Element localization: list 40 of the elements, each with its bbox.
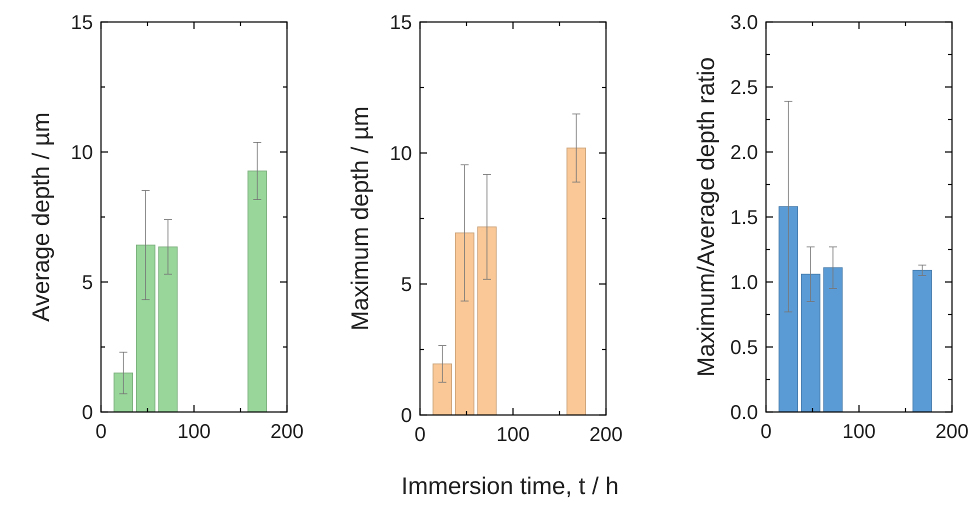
bar [566,148,586,416]
bar [912,270,932,412]
bar [432,364,452,416]
y-tick-label: 5 [82,272,93,294]
x-tick-label: 0 [95,421,107,443]
bar [477,226,497,416]
y-tick-label: 15 [390,12,412,34]
bar [158,246,178,412]
y-tick-label: 5 [400,274,412,296]
y-tick-label: 1.0 [730,272,758,294]
y-tick-label: 0 [400,405,412,427]
x-axis-title: Immersion time, t / h [401,473,619,500]
y-tick-label: 15 [70,12,93,34]
bar [800,274,820,412]
bar [778,206,798,412]
bar [114,372,134,412]
y-tick-label: 2.5 [730,77,758,99]
x-tick-label: 0 [760,421,772,443]
y-tick-label: 2.0 [730,142,758,164]
y-tick-label: 0.0 [730,402,758,424]
y-tick-label: 10 [390,143,412,165]
bar [823,267,843,412]
y-axis-title: Average depth / µm [28,112,55,322]
x-tick-label: 200 [935,421,969,443]
x-tick-label: 100 [842,421,876,443]
x-tick-label: 100 [496,424,530,446]
bar [248,170,267,412]
x-tick-label: 200 [270,421,304,443]
y-tick-label: 0.5 [730,337,758,359]
x-tick-label: 0 [414,424,426,446]
y-tick-label: 10 [70,142,93,164]
y-axis-title: Maximum/Average depth ratio [693,57,720,377]
y-axis-title: Maximum depth / µm [347,106,374,331]
y-tick-label: 1.5 [730,207,758,229]
x-tick-label: 200 [589,424,623,446]
y-tick-label: 0 [82,402,93,424]
bar [136,244,156,412]
x-tick-label: 100 [177,421,211,443]
bar [454,232,474,416]
y-tick-label: 3.0 [730,12,758,34]
